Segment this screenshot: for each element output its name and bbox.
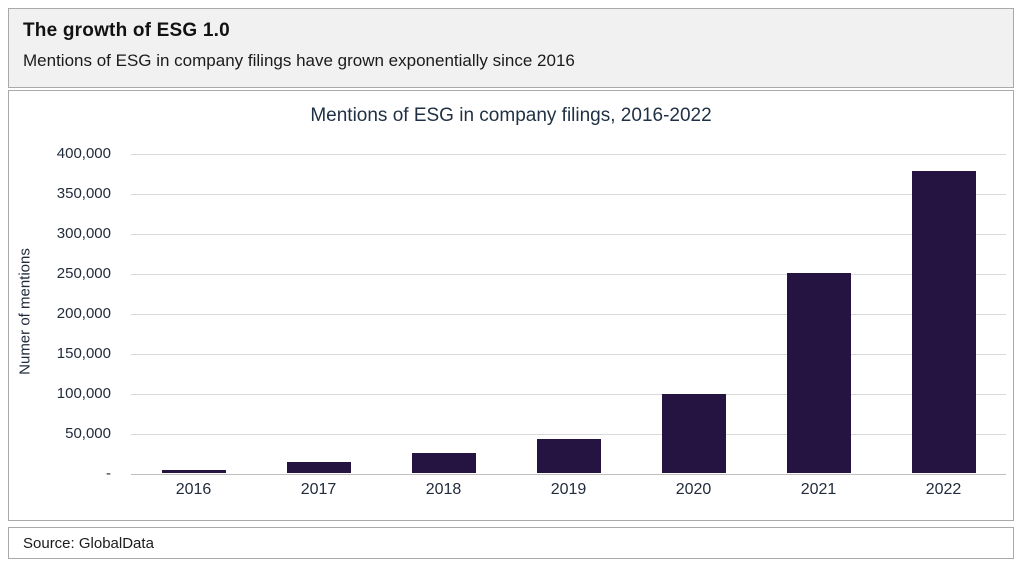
y-tick-label: 50,000: [65, 425, 111, 443]
x-tick-2017: 2017: [300, 481, 337, 498]
y-tick-label: 200,000: [56, 305, 111, 323]
y-axis-tick-labels: 400,000 350,000 300,000 250,000 200,000 150,0…: [9, 145, 121, 482]
x-tick-2019: 2019: [550, 481, 587, 498]
chart-panel: Mentions of ESG in company filings, 2016…: [8, 90, 1014, 521]
gridline: [131, 434, 1006, 435]
y-tick-label: 100,000: [56, 385, 111, 403]
x-tick-2020: 2020: [675, 481, 712, 498]
source-text: Source: GlobalData: [23, 534, 154, 552]
plot-area: [131, 154, 1006, 475]
y-tick-label: 150,000: [56, 345, 111, 363]
gridline: [131, 274, 1006, 275]
footer: Source: GlobalData: [8, 527, 1014, 559]
gridline: [131, 394, 1006, 395]
x-tick-2022: 2022: [925, 481, 962, 498]
bar-2020: [661, 393, 726, 473]
header-title: The growth of ESG 1.0: [23, 20, 230, 41]
gridline: [131, 354, 1006, 355]
x-tick-2018: 2018: [425, 481, 462, 498]
bar-2016: [161, 469, 226, 473]
gridline: [131, 154, 1006, 155]
y-tick-label: 300,000: [56, 225, 111, 243]
bar-2017: [286, 461, 351, 473]
bar-2018: [411, 453, 476, 473]
bar-2021: [786, 273, 851, 473]
bar-2019: [536, 439, 601, 473]
gridline: [131, 234, 1006, 235]
x-axis-line: [131, 474, 1006, 475]
chart-title: Mentions of ESG in company filings, 2016…: [310, 105, 712, 126]
x-tick-2021: 2021: [800, 481, 837, 498]
y-tick-label: 250,000: [56, 265, 111, 283]
x-tick-2016: 2016: [175, 481, 212, 498]
y-tick-label: 400,000: [56, 145, 111, 163]
gridline: [131, 314, 1006, 315]
header-subtitle: Mentions of ESG in company filings have …: [23, 51, 575, 70]
y-tick-label: -: [106, 465, 111, 483]
gridline: [131, 194, 1006, 195]
y-tick-label: 350,000: [56, 185, 111, 203]
x-axis-tick-labels: 2016 2017 2018 2019 2020 2021 2022: [131, 481, 1006, 503]
header: The growth of ESG 1.0 Mentions of ESG in…: [8, 8, 1014, 88]
bar-2022: [911, 170, 976, 473]
